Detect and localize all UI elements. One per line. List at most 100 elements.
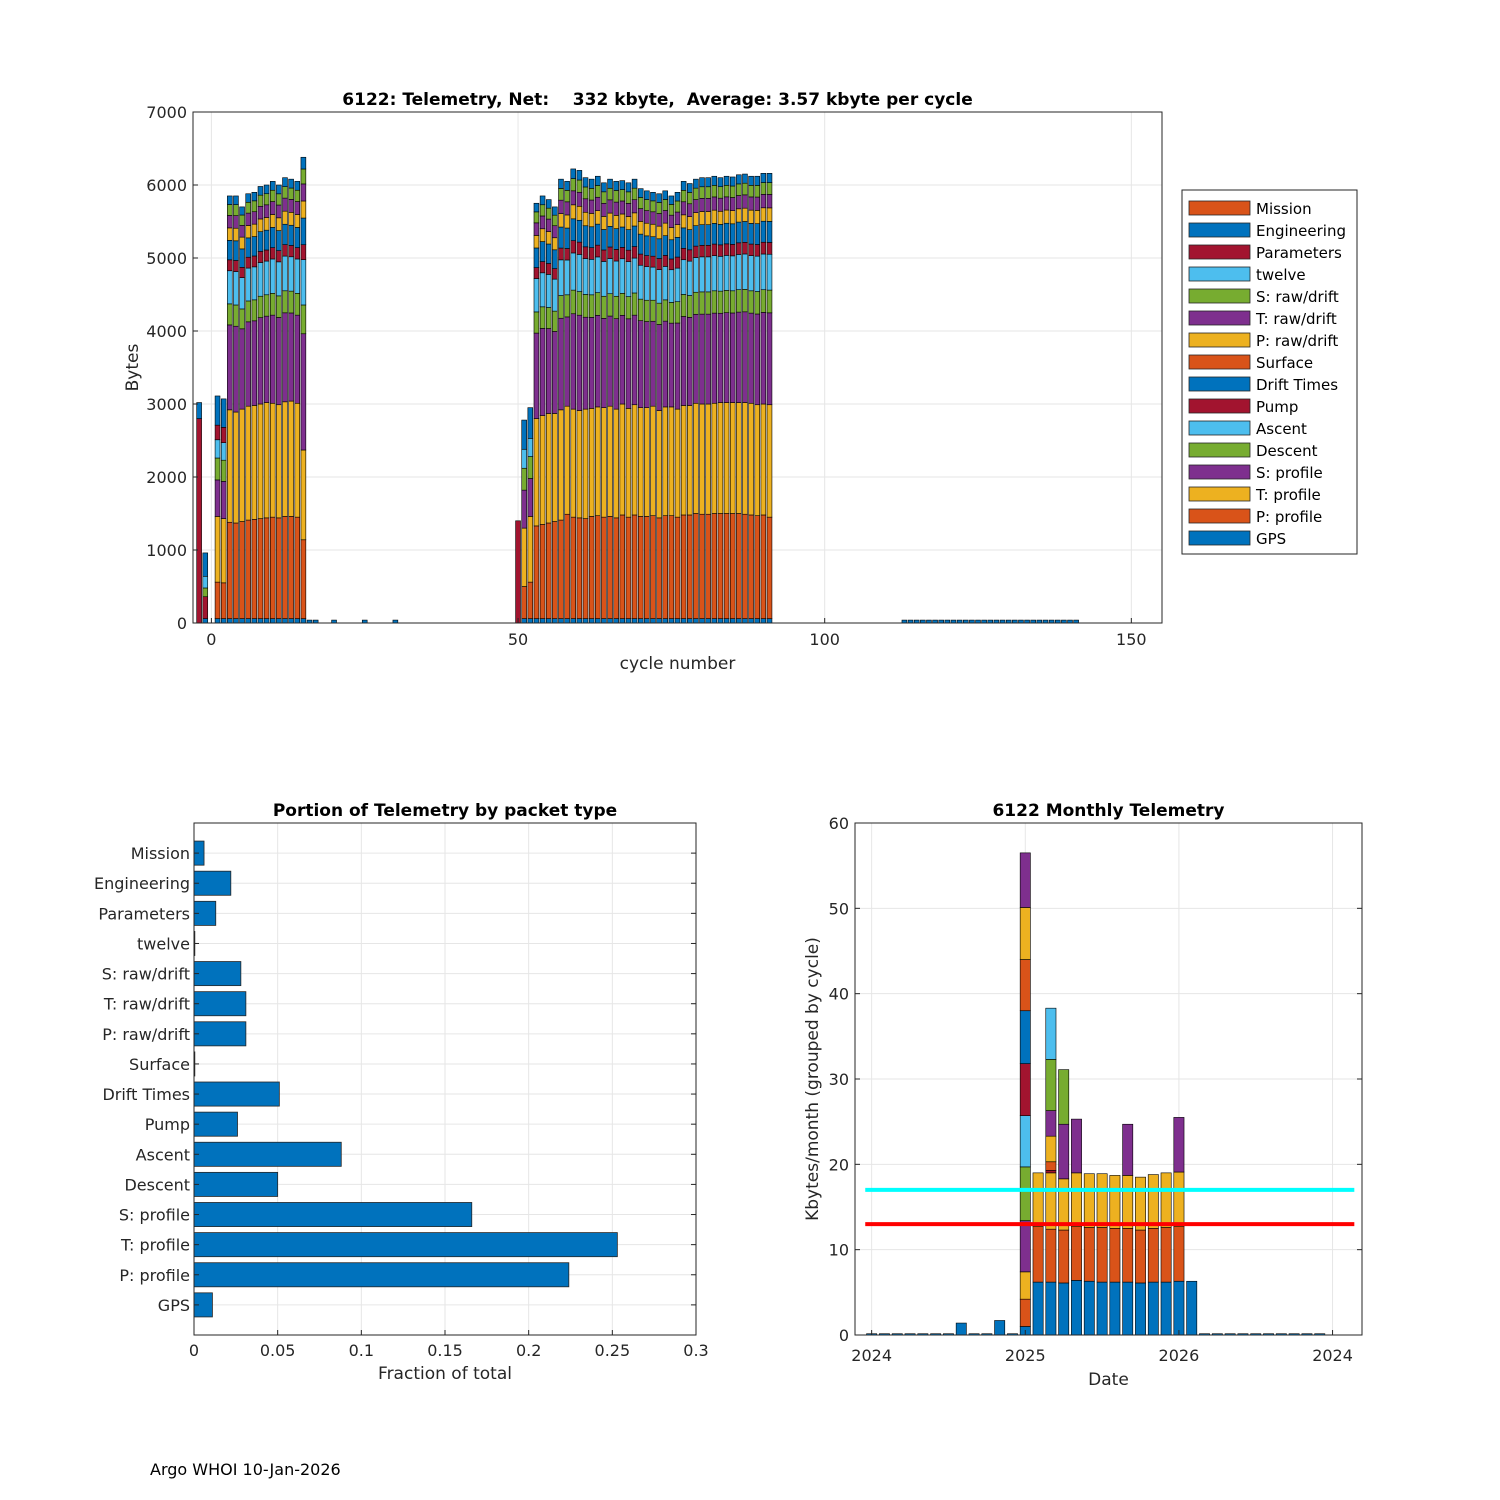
bar-engineering-cycle-52 xyxy=(527,407,534,439)
bar-descent-cycle-12 xyxy=(282,290,288,314)
bar-gps-cycle-64 xyxy=(601,618,607,624)
bar-descent-cycle-9 xyxy=(263,294,270,317)
bar-p-profile xyxy=(193,1262,570,1288)
month-bar-p-profile-19 xyxy=(1109,1228,1121,1283)
bar-p-profile-cycle-51 xyxy=(521,586,527,619)
bar-s-profile-cycle-61 xyxy=(582,316,589,410)
bar-p-raw-drift-cycle-12 xyxy=(282,210,288,225)
bar-s-raw-drift-cycle-76 xyxy=(674,200,681,213)
bar-p-profile-cycle-57 xyxy=(558,519,564,619)
bar-p-raw-drift-cycle-90 xyxy=(760,207,767,222)
bar-ascent-cycle--1 xyxy=(202,575,209,589)
bar-p-profile-cycle-7 xyxy=(251,519,258,619)
bar-drift-times-cycle-55 xyxy=(545,243,552,264)
bar-descent-cycle-5 xyxy=(239,308,245,330)
bar-s-raw-drift-cycle-58 xyxy=(564,190,570,203)
bar-gps-cycle-6 xyxy=(245,618,251,624)
bar-gps-cycle--1 xyxy=(202,618,209,624)
bar-s-raw-drift-cycle-7 xyxy=(251,200,258,213)
bar-s-raw-drift-cycle-83 xyxy=(717,186,724,199)
bar-pump-cycle-73 xyxy=(656,258,662,270)
bar-p-profile-cycle-13 xyxy=(288,516,294,619)
category-label-mission: Mission xyxy=(131,844,190,863)
bar-descent-cycle-53 xyxy=(533,311,540,334)
bar-gps-cycle-11 xyxy=(276,618,282,624)
bar-p-raw-drift-cycle-84 xyxy=(723,209,730,224)
bar-s-profile-cycle-88 xyxy=(748,312,754,404)
bar-s-profile-cycle-5 xyxy=(239,328,245,410)
bar-drift-times-cycle-88 xyxy=(748,223,754,245)
bar-t-raw-drift-cycle-63 xyxy=(595,196,601,211)
bar-gps-cycle-76 xyxy=(674,618,681,624)
bar-t-raw-drift-cycle-79 xyxy=(693,199,699,213)
month-bar-t-profile-18 xyxy=(1096,1173,1108,1228)
bar-pump-cycle-67 xyxy=(619,247,626,260)
legend-label-s-profile: S: profile xyxy=(1256,464,1323,482)
bar-drift-times-cycle-6 xyxy=(245,237,251,258)
bar-engineering-cycle-87 xyxy=(742,173,748,184)
x-tick-label: 0.1 xyxy=(349,1341,374,1360)
bar-descent-cycle-3 xyxy=(227,303,233,326)
bar-ascent-cycle-70 xyxy=(637,264,644,300)
bar-ascent-cycle-79 xyxy=(693,257,699,293)
bar-ascent-cycle-52 xyxy=(527,438,534,457)
bar-drift-times-cycle-85 xyxy=(729,223,736,245)
bar-pump-cycle-68 xyxy=(625,249,632,262)
bar-pump-cycle-74 xyxy=(662,255,668,267)
bar-pump-cycle-58 xyxy=(564,248,570,261)
bar-pump-cycle-91 xyxy=(766,242,773,255)
bar-descent xyxy=(193,1171,279,1197)
bar-t-profile-cycle-65 xyxy=(607,405,613,517)
bar-t-raw-drift-cycle-6 xyxy=(245,212,251,226)
x-tick-label: 0 xyxy=(189,1341,199,1360)
month-bar-s-profile-24 xyxy=(1173,1117,1185,1173)
y-tick-label: 40 xyxy=(829,985,849,1004)
bar-p-profile-cycle-6 xyxy=(245,519,251,619)
bar-p-profile-cycle-4 xyxy=(233,522,239,619)
bar-t-raw-drift-cycle-62 xyxy=(588,199,595,214)
bar-descent-cycle-68 xyxy=(625,296,632,320)
bar-p-profile-cycle-9 xyxy=(263,517,270,619)
bar-engineering-cycle-84 xyxy=(723,175,730,186)
y-axis-label: Bytes xyxy=(123,344,143,392)
bar-t-profile-cycle-58 xyxy=(564,405,570,515)
bar-t-raw-drift-cycle-9 xyxy=(263,204,270,218)
y-tick-label: 5000 xyxy=(146,249,187,268)
bar-pump-cycle-62 xyxy=(588,247,595,260)
bar-p-raw-drift-cycle-8 xyxy=(257,218,264,232)
bar-descent-cycle-11 xyxy=(276,295,282,318)
bar-p-profile-cycle-55 xyxy=(545,522,552,619)
category-label-ascent: Ascent xyxy=(136,1145,190,1164)
bar-t-raw-drift-cycle-64 xyxy=(601,202,607,217)
bar-engineering xyxy=(193,870,232,896)
category-label-gps: GPS xyxy=(158,1296,190,1315)
bar-pump-cycle-87 xyxy=(742,242,748,255)
bar-p-raw-drift-cycle-76 xyxy=(674,224,681,238)
bar-p-raw-drift-cycle-6 xyxy=(245,225,251,239)
bar-p-raw-drift-cycle-65 xyxy=(607,212,613,227)
month-bar-twelve-14 xyxy=(1045,1007,1057,1060)
bar-gps-cycle-91 xyxy=(766,618,773,624)
bar-gps-cycle-54 xyxy=(539,618,546,624)
bar-ascent-cycle-13 xyxy=(288,256,294,292)
bar-p-raw-drift-cycle-89 xyxy=(754,210,760,224)
bar-engineering-cycle-9 xyxy=(263,184,270,195)
x-tick-label: 2024 xyxy=(1312,1346,1353,1365)
bar-t-raw-drift-cycle-67 xyxy=(619,200,626,215)
legend-swatch-s-raw-drift xyxy=(1188,288,1251,304)
bar-s-profile-cycle-81 xyxy=(705,313,711,405)
bar-ascent-cycle-73 xyxy=(656,269,662,304)
bar-engineering-cycle-91 xyxy=(766,173,773,183)
bar-gps-cycle-8 xyxy=(257,618,264,624)
bar-p-raw-drift-cycle-55 xyxy=(545,231,552,245)
bar-gps-cycle-2 xyxy=(220,618,227,624)
bar-ascent-cycle-77 xyxy=(680,259,687,295)
bar-t-raw-drift-cycle-87 xyxy=(742,194,748,209)
legend-label-twelve: twelve xyxy=(1256,266,1306,284)
month-bar-p-profile-13 xyxy=(1032,1226,1044,1283)
plot-frame xyxy=(192,111,1163,624)
bar-gps-cycle-81 xyxy=(705,618,711,624)
bar-p-raw-drift-cycle-73 xyxy=(656,225,662,240)
bar-descent-cycle-63 xyxy=(595,292,601,316)
bar-ascent-cycle-65 xyxy=(607,258,613,295)
